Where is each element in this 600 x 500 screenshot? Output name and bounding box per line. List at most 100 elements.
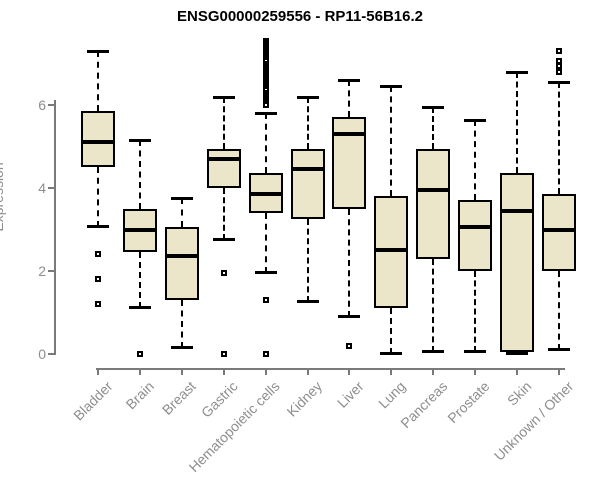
y-tick-label: 2 (38, 263, 46, 279)
iqr-box (458, 200, 493, 271)
x-axis-tick (474, 368, 477, 375)
median-line (122, 227, 157, 232)
upper-whisker (390, 86, 393, 197)
lower-whisker (138, 252, 141, 309)
lower-whisker-cap (380, 352, 403, 355)
lower-whisker (180, 300, 183, 348)
median-line (374, 248, 409, 253)
upper-whisker (432, 107, 435, 149)
lower-whisker-cap (254, 271, 277, 275)
outlier-point (136, 351, 143, 357)
x-axis-tick (222, 368, 225, 375)
outlier-point (262, 351, 269, 357)
upper-whisker (474, 119, 477, 201)
lower-whisker (557, 271, 560, 350)
x-axis-tick (557, 368, 560, 375)
x-tick-label: Brain (122, 378, 158, 413)
outlier-point (95, 301, 101, 308)
upper-whisker (180, 198, 183, 228)
x-axis-tick (264, 368, 267, 375)
median-line (164, 254, 199, 259)
outlier-point (555, 48, 562, 55)
iqr-box (206, 148, 241, 188)
lower-whisker (97, 167, 99, 228)
upper-whisker-cap (506, 70, 528, 74)
y-tick-label: 6 (38, 97, 46, 113)
upper-whisker-cap (254, 112, 277, 116)
y-axis-tick (48, 104, 54, 106)
upper-whisker-cap (464, 118, 487, 122)
x-tick-label: Kidney (283, 378, 325, 420)
y-axis-tick (48, 270, 54, 272)
median-line (290, 167, 325, 172)
x-tick-label: Breast (159, 378, 200, 418)
outlier-point (220, 270, 227, 277)
lower-whisker-cap (338, 314, 361, 318)
lower-whisker-cap (87, 225, 109, 229)
x-axis-tick (306, 368, 309, 375)
x-axis-tick (432, 368, 435, 375)
iqr-box (541, 194, 576, 271)
outlier-point (262, 102, 269, 108)
outlier-point (555, 62, 562, 69)
lower-whisker-cap (212, 237, 235, 241)
y-axis-tick (48, 353, 54, 355)
median-line (206, 156, 241, 161)
upper-whisker (97, 51, 99, 112)
x-axis-tick (516, 368, 518, 375)
iqr-box (416, 148, 451, 259)
lower-whisker (474, 271, 477, 352)
chart-title: ENSG00000259556 - RP11-56B16.2 (176, 8, 423, 25)
y-tick-label: 0 (38, 346, 46, 362)
x-axis-tick (138, 368, 141, 375)
x-tick-label: Bladder (69, 378, 116, 424)
lower-whisker (390, 308, 393, 354)
lower-whisker (222, 188, 225, 240)
outlier-point (346, 342, 353, 349)
x-tick-label: Unknown / Other (490, 378, 577, 464)
iqr-box (81, 111, 115, 168)
y-axis-line (54, 100, 56, 355)
x-axis-tick (97, 368, 99, 375)
lower-whisker (264, 212, 267, 274)
lower-whisker (306, 219, 309, 303)
upper-whisker-cap (380, 85, 403, 89)
outlier-point (95, 251, 101, 258)
lower-whisker-cap (128, 306, 151, 310)
x-tick-label: Prostate (444, 378, 493, 427)
outlier-point (262, 297, 269, 304)
median-line (81, 140, 115, 145)
upper-whisker-cap (296, 95, 319, 99)
upper-whisker-cap (87, 50, 109, 54)
upper-whisker-cap (547, 81, 570, 85)
outlier-point (555, 68, 562, 75)
iqr-box (290, 148, 325, 220)
iqr-box (500, 173, 534, 352)
outlier-point (95, 276, 101, 283)
median-line (458, 225, 493, 230)
lower-whisker-cap (506, 352, 528, 355)
y-axis-tick (48, 187, 54, 189)
upper-whisker (138, 140, 141, 209)
lower-whisker-cap (296, 300, 319, 304)
x-tick-label: Lung (375, 378, 409, 412)
lower-whisker (432, 258, 435, 352)
x-axis-tick (390, 368, 393, 375)
upper-whisker-cap (422, 106, 445, 110)
x-tick-label: Skin (503, 378, 535, 409)
upper-whisker-cap (128, 139, 151, 143)
upper-whisker (516, 71, 518, 174)
x-axis-tick (180, 368, 183, 375)
x-axis-tick (348, 368, 351, 375)
median-line (541, 227, 576, 232)
lower-whisker-cap (170, 345, 193, 349)
upper-whisker-cap (338, 79, 361, 83)
median-line (332, 132, 367, 137)
outlier-point (220, 351, 227, 357)
upper-whisker (306, 96, 309, 149)
lower-whisker-cap (547, 347, 570, 351)
median-line (500, 208, 534, 213)
iqr-box (164, 227, 199, 301)
median-line (248, 192, 283, 197)
